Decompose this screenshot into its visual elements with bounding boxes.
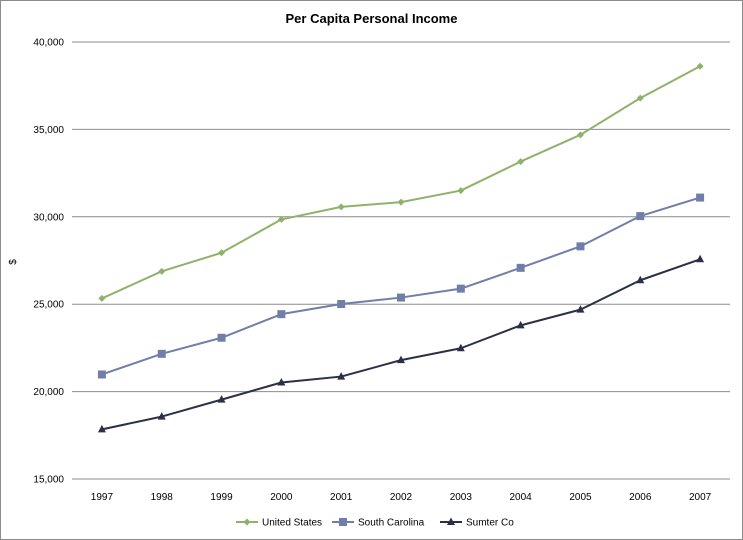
data-point-south-carolina (456, 284, 465, 293)
y-tick-label: 40,000 (33, 38, 64, 49)
data-point-united-states (218, 249, 226, 257)
legend-label: Sumter Co (466, 518, 514, 529)
data-point-sumter-co (456, 343, 465, 352)
data-point-south-carolina (636, 212, 645, 221)
y-tick-label: 30,000 (33, 212, 64, 223)
data-point-sumter-co (696, 254, 705, 263)
y-tick-label: 25,000 (33, 300, 64, 311)
data-point-sumter-co (397, 355, 405, 364)
data-point-united-states (696, 62, 704, 70)
data-point-south-carolina (157, 349, 166, 358)
series-line-united-states (101, 65, 701, 300)
data-point-south-carolina (576, 242, 585, 251)
data-point-south-carolina (217, 333, 226, 342)
data-point-united-states (397, 198, 405, 206)
series-line-sumter-co (101, 258, 701, 431)
x-tick-label: 1997 (91, 492, 114, 503)
data-point-sumter-co (97, 424, 106, 433)
data-point-united-states (98, 294, 106, 302)
legend-marker (339, 518, 347, 526)
x-tick-label: 2001 (330, 492, 353, 503)
data-point-united-states (576, 131, 584, 139)
data-point-south-carolina (696, 193, 705, 202)
data-point-united-states (158, 267, 166, 275)
data-point-south-carolina (337, 300, 346, 309)
x-tick-label: 2006 (629, 492, 652, 503)
legend-item-south-carolina: South Carolina (332, 518, 425, 529)
y-axis-label: $ (8, 259, 19, 265)
data-point-sumter-co (576, 305, 585, 313)
x-tick-label: 2005 (569, 492, 592, 503)
y-tick-label: 35,000 (33, 125, 64, 136)
data-point-united-states (457, 187, 465, 195)
data-point-south-carolina (397, 293, 405, 302)
x-tick-label: 2000 (270, 492, 293, 503)
x-tick-label: 2004 (510, 492, 533, 503)
data-point-south-carolina (277, 310, 286, 319)
series-south-carolina (97, 193, 705, 379)
x-tick-label: 2003 (450, 492, 473, 503)
legend-item-sumter-co: Sumter Co (440, 517, 514, 529)
x-tick-label: 1998 (151, 492, 174, 503)
series-united-states (98, 62, 704, 302)
x-tick-label: 2002 (390, 492, 413, 503)
data-point-sumter-co (157, 412, 166, 420)
legend-label: South Carolina (358, 518, 425, 529)
x-tick-label: 1999 (210, 492, 233, 503)
data-point-south-carolina (97, 370, 106, 379)
x-tick-label: 2007 (689, 492, 712, 503)
data-point-sumter-co (337, 372, 346, 380)
series-line-south-carolina (101, 196, 701, 376)
y-tick-label: 15,000 (33, 475, 64, 486)
data-point-sumter-co (636, 275, 645, 284)
data-point-sumter-co (217, 395, 226, 403)
legend-label: United States (262, 518, 322, 529)
legend-marker (243, 518, 251, 526)
data-point-united-states (277, 215, 285, 223)
data-point-united-states (337, 203, 345, 211)
series-sumter-co (97, 254, 705, 433)
data-point-sumter-co (516, 320, 525, 329)
legend-marker (447, 517, 455, 525)
data-point-united-states (636, 94, 644, 102)
y-tick-label: 20,000 (33, 387, 64, 398)
data-point-united-states (517, 158, 525, 166)
data-point-sumter-co (277, 378, 286, 386)
legend-item-united-states: United States (236, 518, 322, 529)
data-point-south-carolina (516, 263, 525, 272)
chart-title: Per Capita Personal Income (286, 11, 458, 26)
